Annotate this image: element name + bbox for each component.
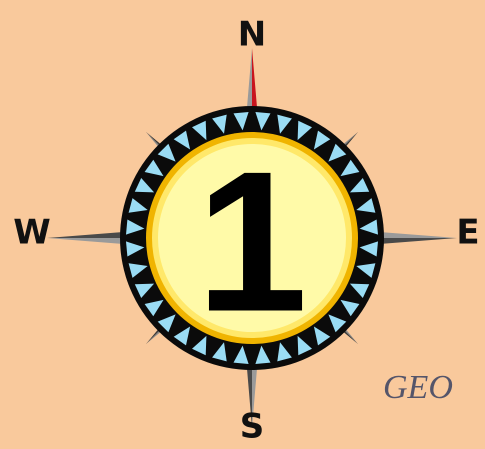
north-label: N bbox=[238, 15, 266, 55]
east-label: E bbox=[456, 213, 479, 253]
south-label: S bbox=[240, 407, 265, 447]
center-number: 1 bbox=[196, 131, 307, 354]
page: 1 N S W E GEO (() => { const data = JSON… bbox=[0, 0, 485, 449]
compass-graphic: 1 N S W E GEO bbox=[0, 0, 485, 449]
west-label: W bbox=[13, 213, 51, 253]
caption: GEO bbox=[383, 369, 453, 406]
